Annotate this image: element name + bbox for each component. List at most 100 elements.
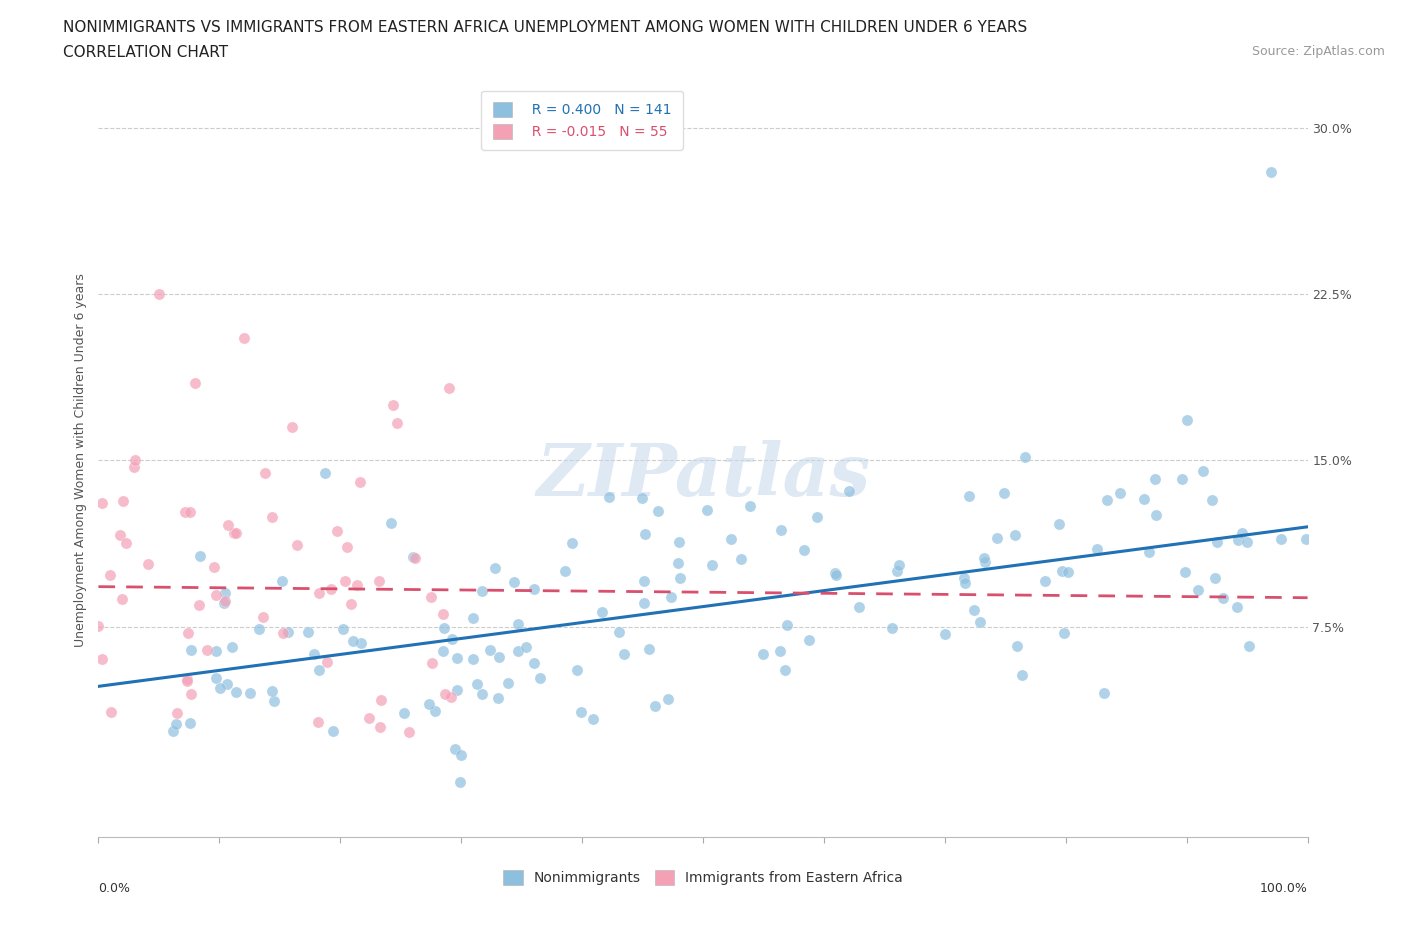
Point [166,706,188,721]
Point [314,465,336,480]
Text: 100.0%: 100.0% [1260,883,1308,896]
Point [346,578,368,592]
Point [112,494,135,509]
Point [420,656,443,671]
Point [479,643,502,658]
Point [359,711,381,725]
Point [179,505,201,520]
Point [637,641,659,656]
Point [176,673,198,688]
Point [108,528,131,543]
Point [315,655,337,670]
Point [253,465,276,480]
Legend: Nonimmigrants, Immigrants from Eastern Africa: Nonimmigrants, Immigrants from Eastern A… [498,864,908,890]
Point [1187,583,1209,598]
Point [471,687,494,702]
Point [1085,541,1108,556]
Point [1092,685,1115,700]
Point [148,286,170,301]
Point [848,600,870,615]
Point [1011,668,1033,683]
Point [214,586,236,601]
Point [262,684,284,698]
Point [138,557,160,572]
Point [720,531,742,546]
Point [349,474,371,489]
Point [591,604,613,619]
Point [1057,565,1080,579]
Point [1232,525,1254,540]
Point [239,685,262,700]
Point [404,551,426,565]
Point [659,590,682,604]
Point [957,488,980,503]
Point [308,585,330,600]
Point [446,683,468,698]
Point [195,643,218,658]
Point [440,689,463,704]
Point [1097,493,1119,508]
Point [342,633,364,648]
Point [1226,600,1249,615]
Point [205,587,228,602]
Text: Source: ZipAtlas.com: Source: ZipAtlas.com [1251,45,1385,58]
Text: ZIPatlas: ZIPatlas [536,440,870,511]
Point [180,642,202,657]
Point [953,576,976,591]
Point [440,631,463,646]
Point [321,581,343,596]
Point [437,380,460,395]
Point [247,621,270,636]
Point [769,644,792,658]
Point [1175,413,1198,428]
Point [111,592,134,607]
Text: 0.0%: 0.0% [98,883,131,896]
Point [503,575,526,590]
Point [770,523,793,538]
Point [522,656,544,671]
Point [838,484,860,498]
Point [461,611,484,626]
Point [963,603,986,618]
Point [432,606,454,621]
Point [124,453,146,468]
Point [461,651,484,666]
Point [188,549,211,564]
Point [607,624,630,639]
Point [515,640,537,655]
Point [1227,533,1250,548]
Point [221,640,243,655]
Point [285,538,308,552]
Point [793,542,815,557]
Point [633,574,655,589]
Point [339,596,361,611]
Point [775,662,797,677]
Point [1236,535,1258,550]
Point [668,555,690,570]
Point [308,663,330,678]
Point [752,646,775,661]
Point [1260,165,1282,179]
Point [554,564,576,578]
Point [1137,545,1160,560]
Point [225,525,247,540]
Point [177,626,200,641]
Point [647,503,669,518]
Point [598,489,620,504]
Point [952,570,974,585]
Point [98,567,121,582]
Point [1237,639,1260,654]
Point [561,536,583,551]
Point [173,504,195,519]
Point [1171,472,1194,486]
Point [776,618,799,633]
Point [214,593,236,608]
Point [187,597,209,612]
Point [934,627,956,642]
Point [281,419,304,434]
Point [217,517,239,532]
Point [202,559,225,574]
Point [423,704,446,719]
Point [232,331,254,346]
Point [90,495,112,510]
